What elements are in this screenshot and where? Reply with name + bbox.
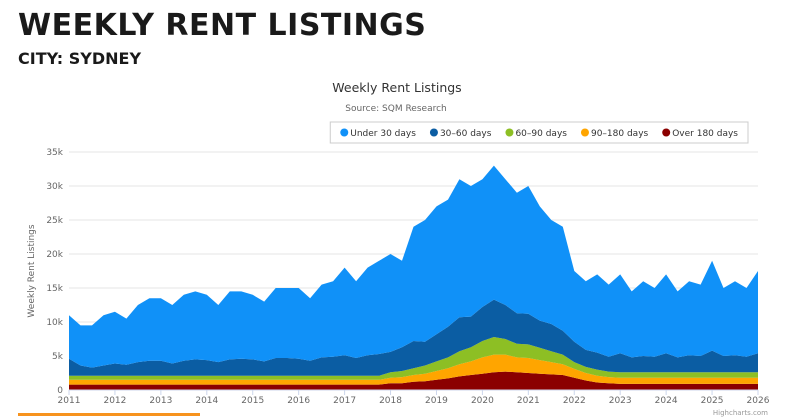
y-tick-label: 25k: [46, 216, 63, 226]
legend-marker: [505, 128, 514, 137]
x-tick-label: 2016: [287, 396, 310, 406]
x-tick-label: 2013: [149, 396, 172, 406]
x-tick-label: 2017: [333, 396, 356, 406]
area-30-60-days[interactable]: [69, 299, 758, 376]
x-tick-label: 2024: [655, 396, 678, 406]
y-tick-label: 20k: [46, 250, 63, 260]
legend-item[interactable]: 90–180 days: [591, 129, 649, 139]
legend-marker: [429, 128, 438, 137]
y-tick-label: 0: [57, 386, 63, 396]
area-over-180-days[interactable]: [69, 371, 758, 390]
x-tick-label: 2025: [701, 396, 724, 406]
x-tick-label: 2014: [195, 396, 218, 406]
x-tick-label: 2015: [241, 396, 264, 406]
legend-item[interactable]: Over 180 days: [672, 129, 738, 139]
chart-title: Weekly Rent Listings: [332, 80, 461, 95]
x-tick-label: 2011: [58, 396, 81, 406]
x-tick-label: 2022: [563, 396, 586, 406]
y-axis-label: Weekly Rent Listings: [27, 224, 37, 317]
legend-marker: [340, 128, 349, 137]
page-subtitle: CITY: SYDNEY: [18, 49, 142, 68]
legend-item[interactable]: 30–60 days: [440, 129, 492, 139]
legend-item[interactable]: Under 30 days: [350, 129, 416, 139]
y-tick-label: 15k: [46, 284, 63, 294]
area-under-30-days[interactable]: [69, 165, 758, 368]
area-90-180-days[interactable]: [69, 354, 758, 385]
chart-subtitle: Source: SQM Research: [345, 104, 447, 114]
highcharts-credit[interactable]: Highcharts.com: [713, 409, 768, 417]
accent-divider: [18, 413, 200, 416]
y-tick-label: 5k: [52, 352, 64, 362]
x-tick-label: 2021: [517, 396, 540, 406]
page-title: WEEKLY RENT LISTINGS: [18, 8, 427, 43]
x-tick-label: 2018: [379, 396, 402, 406]
legend-item[interactable]: 60–90 days: [515, 129, 567, 139]
area-60-90-days[interactable]: [69, 337, 758, 380]
y-tick-label: 10k: [46, 318, 63, 328]
x-tick-label: 2023: [609, 396, 632, 406]
x-tick-label: 2012: [103, 396, 126, 406]
x-tick-label: 2026: [747, 396, 770, 406]
legend-marker: [662, 128, 671, 137]
y-tick-label: 30k: [46, 182, 63, 192]
x-tick-label: 2020: [471, 396, 494, 406]
x-tick-label: 2019: [425, 396, 448, 406]
legend-box: [329, 121, 749, 144]
y-tick-label: 35k: [46, 148, 63, 158]
legend-marker: [580, 128, 589, 137]
